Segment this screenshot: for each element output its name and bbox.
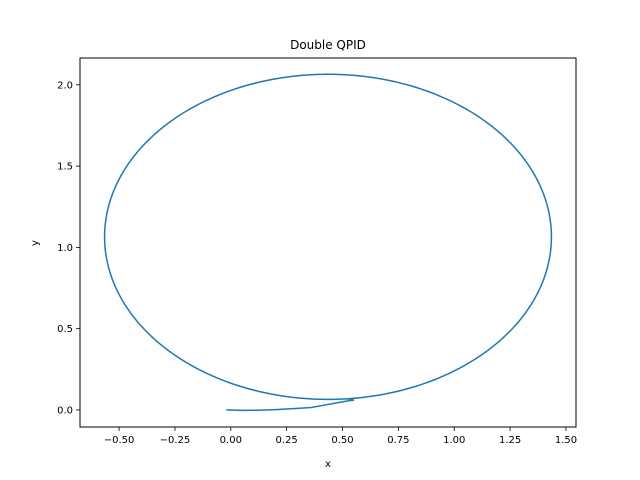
x-tick-label: 0.75 <box>387 435 409 446</box>
y-axis-label: y <box>30 240 41 246</box>
y-tick-label: 1.5 <box>57 162 73 173</box>
y-axis: 0.0 0.5 1.0 1.5 2.0 <box>57 80 80 416</box>
chart-title: Double QPID <box>290 38 366 52</box>
y-tick-label: 2.0 <box>57 80 73 91</box>
x-tick-label: 0.50 <box>331 435 353 446</box>
x-tick-label: 1.50 <box>555 435 577 446</box>
x-tick-label: 1.25 <box>499 435 521 446</box>
x-tick-label: 0.00 <box>220 435 242 446</box>
plot-frame <box>79 57 577 428</box>
x-tick-label: 0.25 <box>276 435 298 446</box>
series-layer <box>103 73 553 412</box>
y-tick-label: 0.0 <box>57 405 73 416</box>
x-tick-label: −0.25 <box>160 435 191 446</box>
x-tick-label: −0.50 <box>104 435 135 446</box>
y-tick-label: 1.0 <box>57 243 73 254</box>
y-tick-label: 0.5 <box>57 324 73 335</box>
x-axis-label: x <box>325 459 331 470</box>
x-tick-label: 1.00 <box>443 435 465 446</box>
x-axis: −0.50 −0.25 0.00 0.25 0.50 0.75 1.00 1.25 1.50 <box>104 427 577 446</box>
trajectory-line <box>103 73 553 412</box>
